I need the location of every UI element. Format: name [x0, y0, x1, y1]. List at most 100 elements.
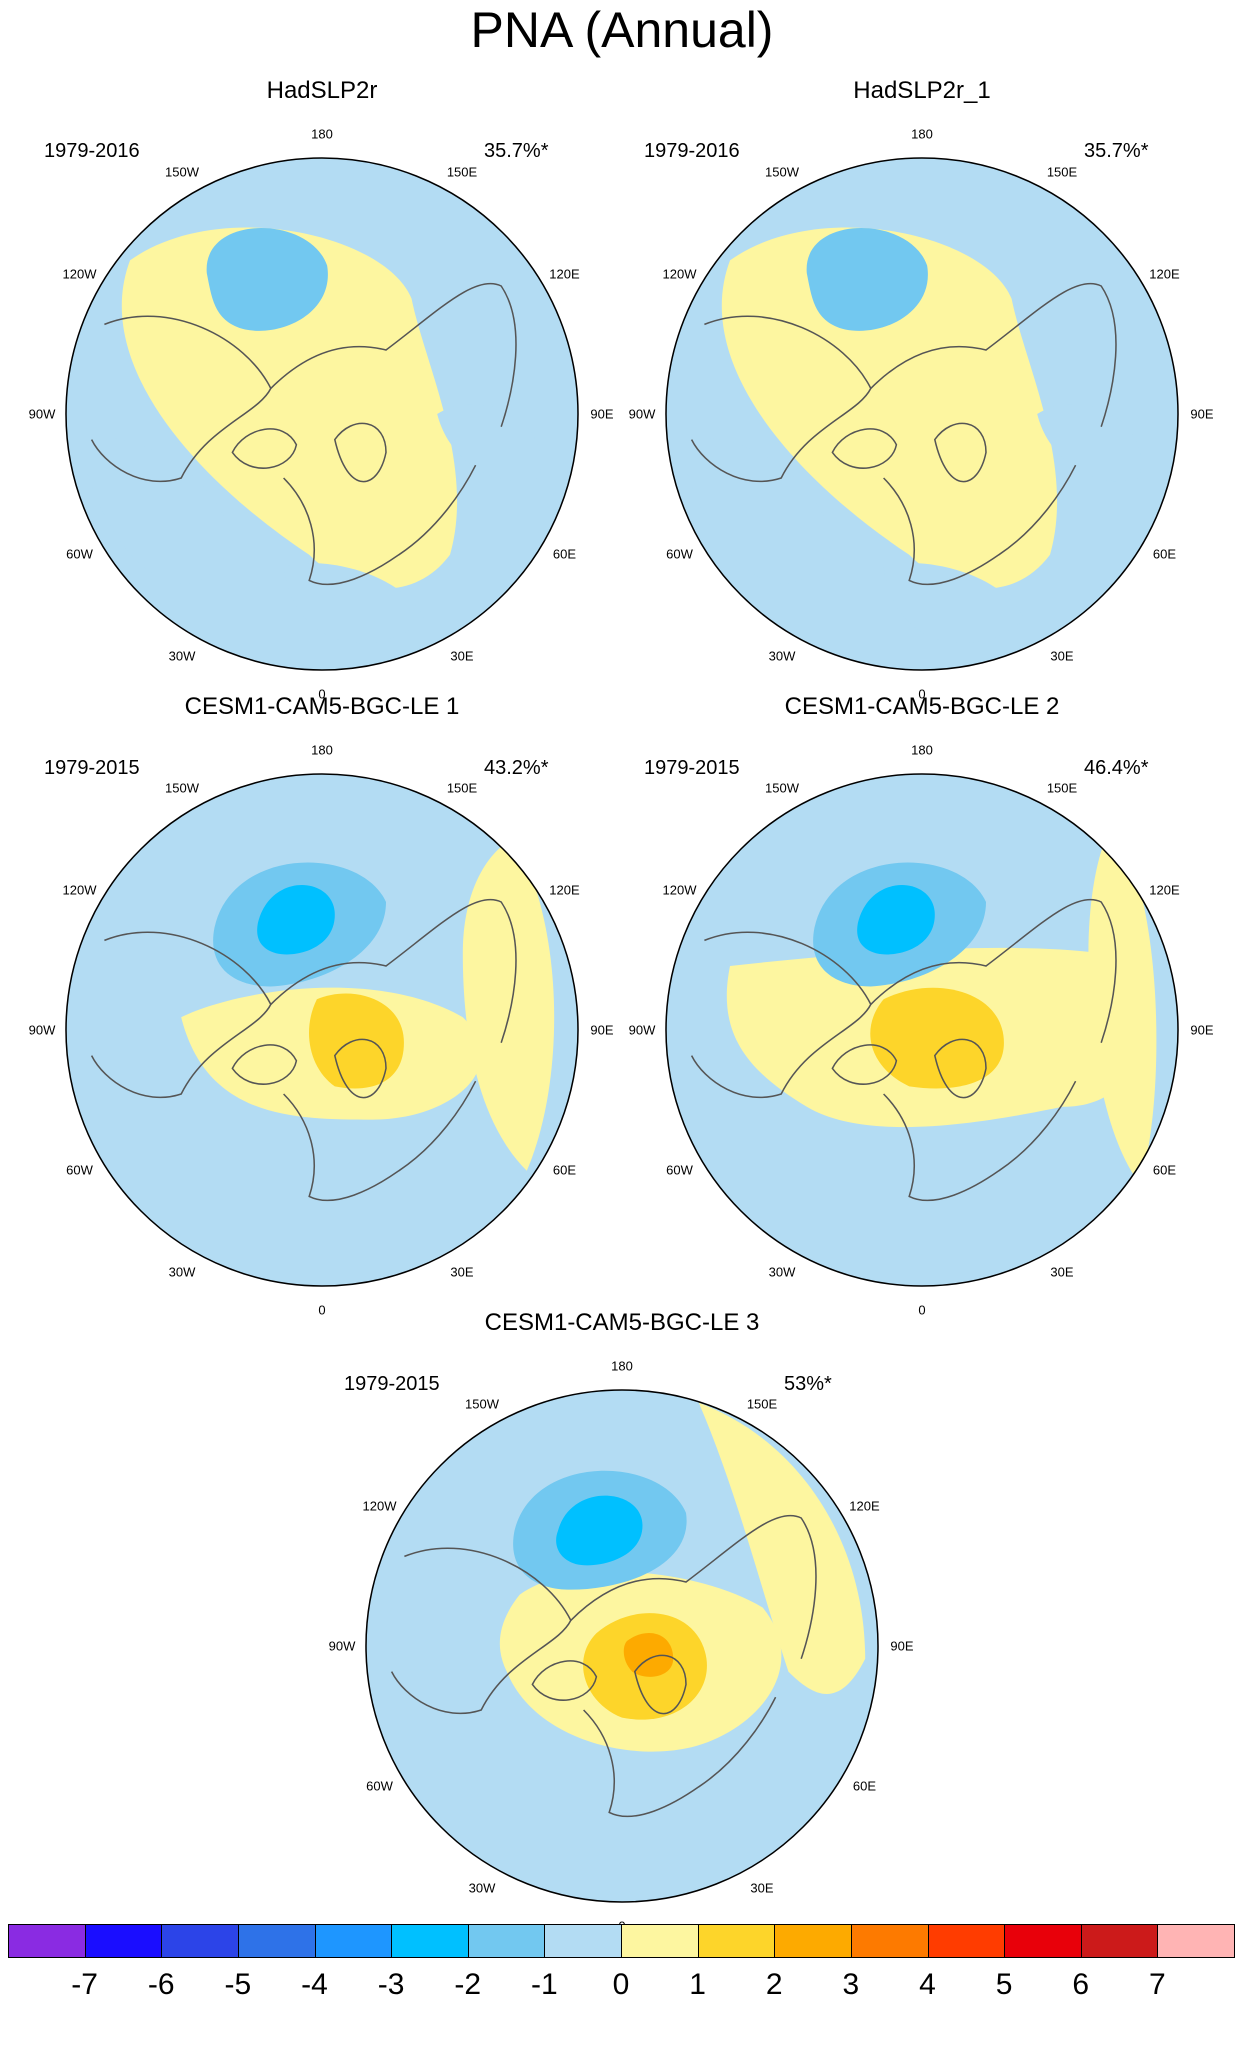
- map-panel: HadSLP2r_1 1979-2016 35.7%* 180 150E 120E 90E 6…: [622, 77, 1222, 702]
- anomaly-contour: [462, 838, 555, 1171]
- coastline: [883, 464, 1077, 586]
- map-boundary: [665, 157, 1179, 671]
- anomaly-contour: [206, 228, 328, 331]
- longitude-label: 150W: [165, 780, 199, 795]
- longitude-label: 120E: [1149, 882, 1180, 898]
- longitude-label: 120E: [549, 266, 580, 282]
- map-boundary: [65, 157, 579, 671]
- panel-period: 1979-2016: [44, 140, 140, 162]
- coastline: [333, 422, 387, 483]
- anomaly-contour: [121, 227, 458, 589]
- coastline: [831, 428, 898, 469]
- longitude-label: 180: [911, 126, 933, 142]
- longitude-label: 150E: [1046, 780, 1078, 795]
- anomaly-contour: [698, 1402, 866, 1694]
- longitude-label: 0: [918, 1302, 926, 1318]
- coastline: [283, 1080, 477, 1202]
- coastline: [870, 898, 1117, 1044]
- longitude-label: 180: [911, 742, 933, 758]
- longitude-label: 30W: [468, 1880, 496, 1896]
- colorbar-tick-label: 2: [765, 1968, 783, 2001]
- longitude-label: 150W: [165, 164, 199, 179]
- colorbar-tick-label: 7: [1149, 1968, 1166, 2001]
- colorbar-tick-label: -1: [531, 1968, 558, 2001]
- coastline: [283, 464, 477, 586]
- coastline: [831, 1044, 898, 1085]
- longitude-label: 30W: [168, 1264, 196, 1280]
- colorbar-swatch: [927, 1924, 1006, 1958]
- colorbar-swatch: [161, 1924, 239, 1958]
- panel-title: HadSLP2r: [266, 77, 378, 104]
- longitude-label: 60E: [1152, 1162, 1177, 1178]
- coastline: [270, 282, 517, 428]
- colorbar-tick-label: -5: [224, 1968, 252, 2001]
- polar-map: [65, 157, 579, 671]
- coastline: [570, 1514, 817, 1660]
- longitude-label: 60W: [66, 546, 93, 562]
- anomaly-contour: [623, 1632, 674, 1677]
- anomaly-contour: [78, 437, 233, 584]
- longitude-label: 90E: [1190, 406, 1214, 422]
- coastline: [270, 898, 517, 1044]
- panel-period: 1979-2015: [344, 1373, 440, 1395]
- longitude-label: 60E: [552, 546, 577, 562]
- longitude-label: 90E: [890, 1638, 914, 1654]
- longitude-label: 150E: [446, 164, 478, 179]
- map-boundary: [665, 773, 1179, 1287]
- longitude-label: 90W: [628, 1022, 656, 1038]
- coastline: [90, 315, 272, 483]
- longitude-label: 150W: [465, 1396, 499, 1411]
- coastline: [933, 1038, 987, 1099]
- longitude-label: 180: [311, 742, 333, 758]
- longitude-label: 60W: [666, 546, 693, 562]
- anomaly-contour: [870, 987, 1004, 1089]
- panel-variance-percent: 46.4%*: [1084, 757, 1149, 779]
- coastline: [333, 1038, 387, 1099]
- colorbar-tick-label: -2: [454, 1968, 482, 2001]
- panel-variance-percent: 35.7%*: [1084, 140, 1149, 162]
- polar-map: [65, 773, 579, 1287]
- longitude-label: 120W: [62, 266, 97, 282]
- longitude-label: 60E: [852, 1778, 877, 1794]
- polar-map: [665, 157, 1179, 671]
- longitude-label: 60W: [366, 1778, 393, 1794]
- longitude-label: 30W: [168, 648, 196, 664]
- anomaly-contour: [1088, 825, 1157, 1184]
- colorbar-tick-label: 4: [919, 1968, 936, 2001]
- longitude-label: 90W: [28, 1022, 56, 1038]
- longitude-label: 30W: [768, 648, 796, 664]
- colorbar-tick-label: -4: [301, 1968, 328, 2001]
- colorbar-swatch: [544, 1924, 622, 1958]
- coastline: [633, 1654, 687, 1715]
- coastline: [583, 1696, 777, 1818]
- colorbar-swatch: [1157, 1924, 1235, 1958]
- panel-title: CESM1-CAM5-BGC-LE 1: [184, 693, 460, 720]
- map-panel: CESM1-CAM5-BGC-LE 3 1979-2015 53%* 180 150E 1…: [322, 1309, 922, 1934]
- longitude-label: 90E: [590, 1022, 614, 1038]
- longitude-label: 30E: [450, 1264, 474, 1280]
- longitude-label: 90W: [628, 406, 656, 422]
- colorbar-swatch: [850, 1924, 929, 1958]
- longitude-label: 90W: [328, 1638, 356, 1654]
- coastline: [690, 315, 872, 483]
- panel-period: 1979-2016: [644, 140, 740, 162]
- colorbar-tick-label: 1: [689, 1968, 706, 2001]
- longitude-label: 150E: [446, 780, 478, 795]
- anomaly-contour: [257, 885, 335, 955]
- longitude-label: 120E: [1149, 266, 1180, 282]
- longitude-label: 120W: [662, 266, 697, 282]
- colorbar-swatch: [697, 1924, 776, 1958]
- panel-variance-percent: 35.7%*: [484, 140, 549, 162]
- longitude-label: 0: [318, 686, 326, 702]
- anomaly-contour: [308, 993, 404, 1089]
- colorbar-tick-label: 5: [995, 1968, 1013, 2001]
- longitude-label: 60E: [1152, 546, 1177, 562]
- coastline: [690, 931, 872, 1099]
- longitude-label: 30E: [450, 648, 474, 664]
- longitude-label: 30W: [768, 1264, 796, 1280]
- longitude-label: 150W: [765, 164, 799, 179]
- coastline: [883, 1080, 1077, 1202]
- anomaly-contour: [1037, 404, 1142, 482]
- colorbar: [8, 1924, 1235, 1960]
- colorbar-swatch: [621, 1924, 699, 1958]
